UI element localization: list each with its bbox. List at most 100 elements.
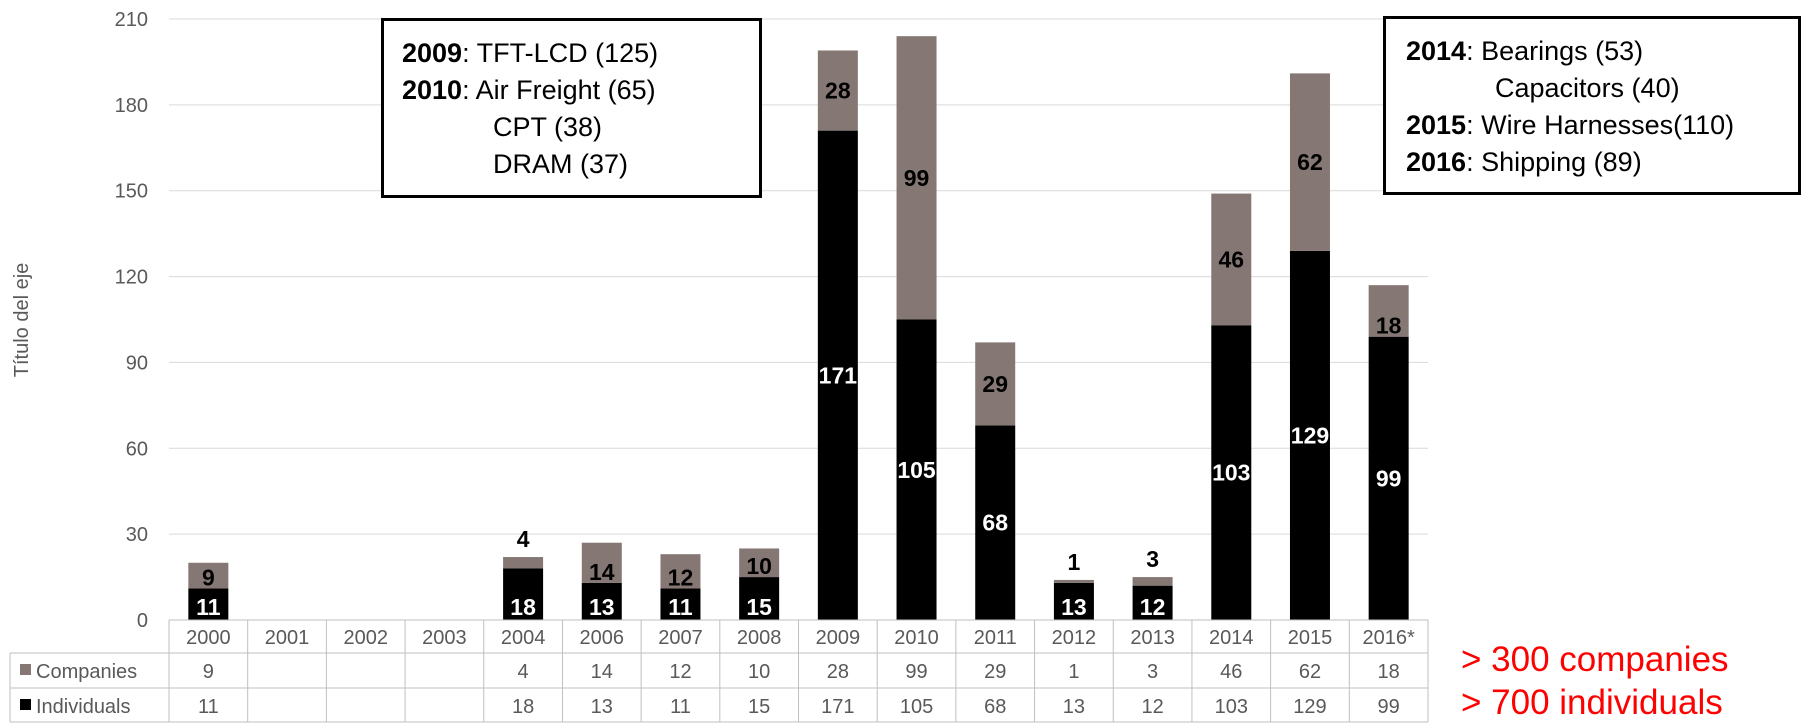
callout-left: 2009: TFT-LCD (125) 2010: Air Freight (6… [381,18,762,198]
data-label-individuals: 11 [668,594,693,620]
table-cell-value: 12 [1141,696,1163,718]
data-label-companies: 29 [982,371,1008,397]
y-tick-label: 90 [126,352,148,374]
table-cell-value: 99 [1378,696,1400,718]
x-tick-label: 2012 [1052,627,1097,649]
bar-individuals [817,130,858,620]
data-label-individuals: 13 [1061,594,1087,620]
callout-right-line: 2014: Bearings (53) [1406,36,1644,66]
data-label-companies: 1 [1068,549,1081,575]
table-cell-value: 46 [1220,661,1242,683]
bar-individuals [1368,336,1409,620]
y-tick-label: 150 [115,181,148,203]
data-label-companies: 14 [589,559,615,585]
table-cell-value: 11 [670,696,691,718]
callout-right-line: 2015: Wire Harnesses(110) [1406,110,1735,140]
callout-right: 2014: Bearings (53) Capacitors (40) 2015… [1383,16,1801,195]
table-cell-value: 12 [669,661,691,683]
table-cell-value: 103 [1215,696,1248,718]
data-label-individuals: 13 [589,594,615,620]
y-tick-label: 120 [115,267,148,289]
table-cell-value: 18 [1378,661,1400,683]
bar-companies [660,554,701,589]
data-label-individuals: 15 [746,594,772,620]
callout-left-line: DRAM (37) [493,149,629,179]
table-cell-value: 129 [1293,696,1326,718]
data-label-companies: 12 [668,565,694,591]
table-cell-value: 1 [1068,661,1079,683]
callout-left-line: CPT (38) [493,112,603,142]
callout-right-line: 2016: Shipping (89) [1406,147,1642,177]
bar-companies [1053,579,1094,583]
bar-individuals [188,588,229,620]
data-label-individuals: 12 [1140,594,1166,620]
bar-companies [188,562,229,589]
x-tick-label: 2009 [816,627,861,649]
x-tick-label: 2006 [580,627,625,649]
summary-individuals: > 700 individuals [1461,683,1723,722]
summary-companies: > 300 companies [1461,640,1729,679]
y-tick-label: 60 [126,438,148,460]
bar-companies [1289,73,1330,251]
data-label-individuals: 99 [1376,465,1402,491]
table-cell-value: 10 [748,661,770,683]
table-cell-value: 99 [905,661,927,683]
callout-left-line: 2010: Air Freight (65) [402,75,656,105]
bar-companies [1211,193,1252,326]
table-cell-value: 11 [198,696,219,718]
data-label-companies: 9 [202,565,215,591]
table-cell-value: 62 [1299,661,1321,683]
data-label-companies: 10 [746,553,772,579]
bar-individuals [1289,250,1330,621]
callout-right-line: Capacitors (40) [1495,73,1680,103]
legend-key [20,699,31,710]
table-cell-value: 3 [1147,661,1158,683]
data-label-companies: 4 [517,526,530,552]
table-cell-value: 28 [827,661,849,683]
bar-companies [1368,285,1409,337]
table-cell-value: 9 [203,661,214,683]
x-tick-label: 2007 [658,627,703,649]
x-tick-label: 2015 [1288,627,1333,649]
x-tick-label: 2002 [343,627,388,649]
y-tick-label: 30 [126,524,148,546]
data-label-individuals: 103 [1212,460,1250,486]
y-tick-label: 0 [137,610,148,632]
bar-individuals [1132,585,1173,620]
data-label-individuals: 171 [819,362,858,388]
table-cell-value: 68 [984,696,1006,718]
x-tick-label: 2011 [974,627,1017,649]
data-label-individuals: 18 [510,594,536,620]
data-label-companies: 3 [1146,546,1159,572]
bar-individuals [975,425,1016,620]
x-tick-label: 2010 [894,627,939,649]
data-label-companies: 99 [904,165,930,191]
table-cell-value: 4 [518,661,529,683]
data-label-companies: 46 [1218,246,1244,272]
legend-label: Companies [36,661,137,683]
bar-individuals [1053,582,1094,620]
table-cell-value: 13 [591,696,613,718]
bar-individuals [503,568,544,620]
data-label-companies: 18 [1376,313,1402,339]
data-label-individuals: 129 [1291,422,1329,448]
bar-companies [503,557,544,569]
bar-companies [581,542,622,583]
bar-individuals [581,582,622,620]
bar-companies [739,548,780,578]
x-tick-label: 2013 [1130,627,1175,649]
y-axis-title: Título del eje [11,263,33,378]
x-tick-label: 2001 [265,627,310,649]
bar-individuals [660,588,701,620]
legend-key [20,664,31,675]
table-cell-value: 105 [900,696,933,718]
x-tick-label: 2003 [422,627,467,649]
callout-left-line: 2009: TFT-LCD (125) [402,38,659,68]
bar-individuals [1211,325,1252,620]
table-cell-value: 171 [821,696,854,718]
y-tick-label: 210 [115,9,148,31]
bar-individuals [896,319,937,620]
table-cell-value: 18 [512,696,534,718]
bar-companies [896,36,937,320]
